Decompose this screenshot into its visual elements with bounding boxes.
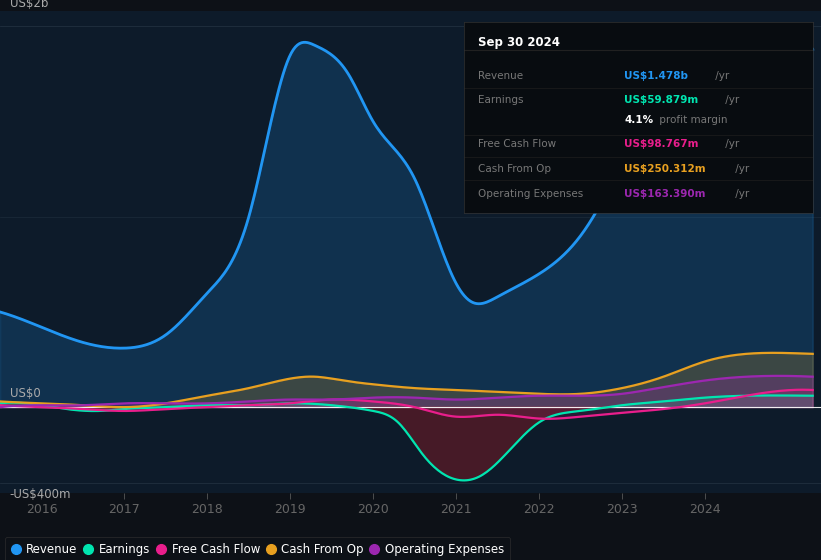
- Text: 4.1%: 4.1%: [624, 114, 654, 124]
- Text: US$163.390m: US$163.390m: [624, 189, 706, 199]
- Text: /yr: /yr: [722, 139, 740, 150]
- Text: US$0: US$0: [10, 387, 40, 400]
- Text: /yr: /yr: [722, 95, 740, 105]
- Text: Earnings: Earnings: [478, 95, 523, 105]
- Legend: Revenue, Earnings, Free Cash Flow, Cash From Op, Operating Expenses: Revenue, Earnings, Free Cash Flow, Cash …: [5, 536, 510, 560]
- Text: Cash From Op: Cash From Op: [478, 164, 551, 174]
- Text: US$2b: US$2b: [10, 0, 48, 10]
- Text: -US$400m: -US$400m: [10, 488, 71, 501]
- Text: /yr: /yr: [732, 164, 749, 174]
- Text: Sep 30 2024: Sep 30 2024: [478, 36, 560, 49]
- Text: Revenue: Revenue: [478, 71, 523, 81]
- Text: Operating Expenses: Operating Expenses: [478, 189, 583, 199]
- Text: US$98.767m: US$98.767m: [624, 139, 699, 150]
- Text: Free Cash Flow: Free Cash Flow: [478, 139, 556, 150]
- Text: US$59.879m: US$59.879m: [624, 95, 699, 105]
- Text: US$250.312m: US$250.312m: [624, 164, 706, 174]
- Text: /yr: /yr: [713, 71, 730, 81]
- Text: /yr: /yr: [732, 189, 749, 199]
- Text: profit margin: profit margin: [656, 114, 727, 124]
- Text: US$1.478b: US$1.478b: [624, 71, 688, 81]
